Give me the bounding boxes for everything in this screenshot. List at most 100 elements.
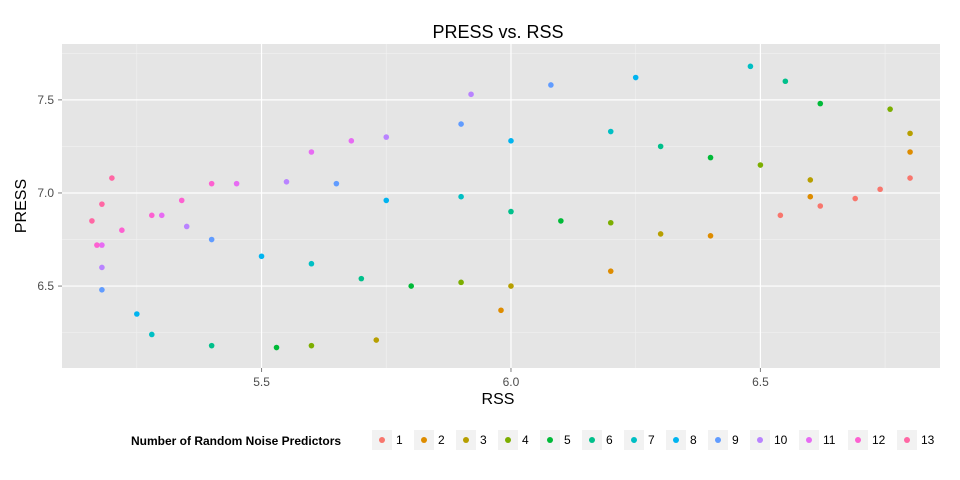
data-point <box>99 201 105 207</box>
data-point <box>657 143 664 150</box>
data-point <box>757 162 764 168</box>
legend-label: 8 <box>690 433 697 447</box>
data-point <box>99 264 105 271</box>
data-point <box>233 180 240 187</box>
data-points <box>89 63 913 351</box>
y-tick-label: 7.0 <box>37 186 54 200</box>
series-8 <box>134 74 639 317</box>
data-point <box>183 223 190 230</box>
data-point <box>747 63 754 70</box>
legend: 1 2 3 4 5 6 7 8 9 10 11 12 13 <box>372 430 935 450</box>
data-point <box>558 218 564 224</box>
x-axis-ticks: 5.5 6.0 6.5 <box>253 368 769 389</box>
legend-label: 3 <box>480 433 487 447</box>
data-point <box>408 283 415 289</box>
legend-item-4: 4 <box>498 430 529 450</box>
series-4 <box>308 106 893 349</box>
x-axis-title: RSS <box>482 391 515 408</box>
legend-swatch <box>715 437 721 443</box>
data-point <box>807 177 814 183</box>
legend-item-10: 10 <box>750 430 788 450</box>
data-point <box>94 242 100 248</box>
data-point <box>333 180 340 187</box>
legend-label: 2 <box>438 433 445 447</box>
legend-swatch <box>631 437 637 443</box>
data-point <box>852 195 858 202</box>
legend-item-7: 7 <box>624 430 655 450</box>
legend-swatch <box>463 437 469 443</box>
data-point <box>458 193 464 200</box>
data-point <box>383 134 390 140</box>
legend-item-2: 2 <box>414 430 445 450</box>
legend-label: 1 <box>396 433 403 447</box>
legend-item-11: 11 <box>799 430 836 450</box>
x-tick-label: 6.5 <box>752 375 769 389</box>
data-point <box>258 253 265 260</box>
legend-item-6: 6 <box>582 430 613 450</box>
data-point <box>907 130 913 137</box>
series-11 <box>99 138 355 248</box>
series-3 <box>373 130 913 343</box>
legend-swatch <box>806 437 812 443</box>
data-point <box>817 100 824 107</box>
data-point <box>308 149 315 155</box>
legend-swatch <box>855 437 861 443</box>
data-point <box>348 138 355 144</box>
data-point <box>877 186 883 193</box>
series-10 <box>99 91 474 271</box>
data-point <box>208 342 215 349</box>
data-point <box>607 128 614 135</box>
data-point <box>907 175 913 181</box>
data-point <box>807 193 814 200</box>
data-point <box>283 178 290 185</box>
data-point <box>548 82 554 88</box>
y-tick-label: 7.5 <box>37 93 54 107</box>
legend-label: 7 <box>648 433 655 447</box>
data-point <box>777 212 784 219</box>
data-point <box>99 242 105 248</box>
y-tick-label: 6.5 <box>37 279 54 293</box>
data-point <box>373 337 380 343</box>
legend-label: 10 <box>774 433 788 447</box>
legend-item-12: 12 <box>848 430 886 450</box>
data-point <box>707 232 714 239</box>
data-point <box>109 175 115 181</box>
data-point <box>508 138 514 144</box>
series-7 <box>148 63 754 338</box>
y-axis-title: PRESS <box>13 179 30 233</box>
x-tick-label: 5.5 <box>253 375 270 389</box>
series-12 <box>94 180 215 248</box>
legend-label: 5 <box>564 433 571 447</box>
data-point <box>607 268 614 274</box>
data-point <box>208 180 215 187</box>
data-point <box>178 197 185 204</box>
legend-swatch <box>589 437 595 443</box>
data-point <box>358 275 365 282</box>
data-point <box>782 78 789 85</box>
legend-label: 6 <box>606 433 613 447</box>
data-point <box>707 154 714 161</box>
legend-swatch <box>379 437 385 443</box>
legend-item-8: 8 <box>666 430 697 450</box>
legend-label: 12 <box>872 433 886 447</box>
legend-swatch <box>547 437 553 443</box>
legend-item-5: 5 <box>540 430 571 450</box>
data-point <box>498 307 504 314</box>
data-point <box>99 286 105 293</box>
data-point <box>148 331 155 338</box>
data-point <box>907 149 913 155</box>
x-tick-label: 6.0 <box>503 375 520 389</box>
legend-item-1: 1 <box>372 430 403 450</box>
grid-lines <box>62 44 940 368</box>
data-point <box>817 203 824 209</box>
legend-label: 11 <box>823 433 836 447</box>
series-2 <box>498 149 913 314</box>
legend-swatch <box>757 437 763 443</box>
data-point <box>308 260 315 267</box>
plot-background <box>62 44 940 368</box>
data-point <box>158 212 165 219</box>
series-6 <box>208 78 789 349</box>
data-point <box>508 208 514 215</box>
data-point <box>657 231 664 237</box>
